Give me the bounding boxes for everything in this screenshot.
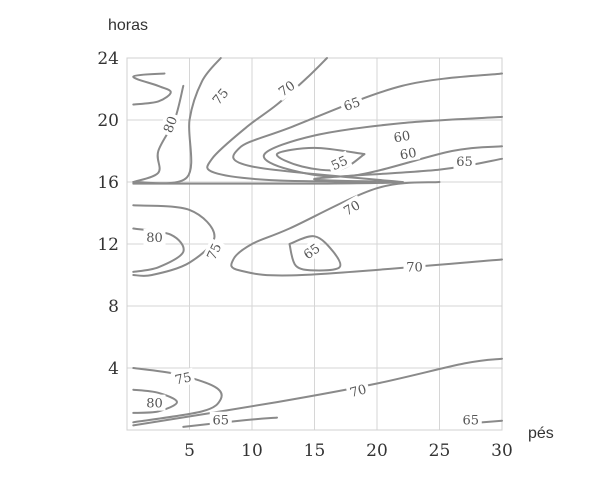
contour-label: 55 bbox=[325, 150, 353, 175]
x-tick-label: 15 bbox=[304, 441, 326, 461]
contour-label: 65 bbox=[453, 152, 476, 170]
contour-label: 80 bbox=[143, 228, 166, 246]
contour-line-70 bbox=[230, 181, 503, 277]
contour-line-60 bbox=[262, 115, 503, 178]
contour-label: 60 bbox=[389, 126, 415, 147]
contour-label-text: 55 bbox=[329, 154, 350, 175]
contour-label-text: 70 bbox=[348, 382, 368, 401]
x-tick-label: 25 bbox=[429, 441, 451, 461]
contour-label: 80 bbox=[158, 111, 181, 138]
y-tick-label: 16 bbox=[97, 173, 119, 193]
plot-frame bbox=[126, 57, 503, 431]
contour-label: 75 bbox=[201, 237, 226, 265]
x-tick-label: 20 bbox=[366, 441, 388, 461]
y-tick-label: 4 bbox=[108, 359, 119, 379]
contour-label: 75 bbox=[170, 367, 196, 388]
contour-label-text: 60 bbox=[399, 146, 418, 164]
y-tick-label: 12 bbox=[97, 235, 119, 255]
contour-line-80 bbox=[132, 388, 178, 414]
contour-label-text: 80 bbox=[146, 231, 163, 246]
contour-label-text: 70 bbox=[406, 260, 423, 275]
contour-label-text: 65 bbox=[456, 155, 473, 170]
y-tick-label: 20 bbox=[97, 111, 119, 131]
x-tick-label: 5 bbox=[184, 441, 195, 461]
contour-label-text: 70 bbox=[341, 198, 363, 219]
contour-line-80 bbox=[132, 72, 172, 106]
contour-line-75 bbox=[132, 57, 222, 185]
contour-label: 70 bbox=[403, 258, 426, 275]
contour-label: 65 bbox=[209, 411, 232, 429]
contour-label: 70 bbox=[337, 195, 366, 220]
contour-label: 70 bbox=[272, 75, 301, 102]
contour-line-80 bbox=[132, 84, 185, 183]
x-tick-label: 10 bbox=[241, 441, 263, 461]
y-ticks: 4 8 12 16 20 24 bbox=[97, 49, 119, 379]
contour-label-text: 75 bbox=[174, 370, 193, 388]
contour-line-65 bbox=[232, 72, 503, 183]
contour-label: 70 bbox=[345, 379, 371, 401]
contour-label: 65 bbox=[459, 411, 482, 429]
contour-label: 60 bbox=[395, 143, 421, 164]
x-axis-label: pés bbox=[528, 425, 554, 442]
contour-label-text: 65 bbox=[462, 414, 479, 429]
y-axis-label: horas bbox=[108, 17, 148, 34]
y-tick-label: 8 bbox=[108, 297, 119, 317]
contour-label-text: 80 bbox=[146, 397, 163, 412]
contour-label-text: 60 bbox=[393, 129, 412, 147]
contour-label: 75 bbox=[206, 82, 234, 110]
contour-label: 65 bbox=[297, 238, 326, 264]
contour-label-text: 65 bbox=[342, 95, 363, 115]
x-ticks: 5 10 15 20 25 30 bbox=[184, 441, 513, 461]
contour-label-text: 75 bbox=[205, 241, 226, 262]
contour-label: 65 bbox=[338, 92, 365, 115]
y-tick-label: 24 bbox=[97, 49, 119, 69]
contour-line-65 bbox=[182, 416, 278, 428]
contour-line-55 bbox=[275, 146, 366, 172]
contour-label-text: 65 bbox=[212, 414, 229, 429]
contour-label-text: 80 bbox=[161, 114, 181, 135]
contour-line-65 bbox=[288, 235, 342, 272]
x-tick-label: 30 bbox=[491, 441, 513, 461]
contour-label: 80 bbox=[143, 394, 166, 412]
